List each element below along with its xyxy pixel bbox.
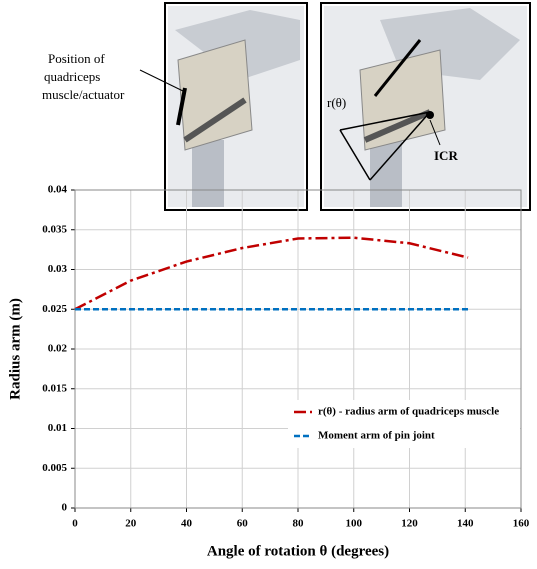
photo-left xyxy=(165,3,307,210)
legend-label: Moment arm of pin joint xyxy=(318,430,435,442)
y-tick-label: 0 xyxy=(62,502,68,514)
annotation: ICR xyxy=(434,148,458,163)
legend-label: r(θ) - radius arm of quadriceps muscle xyxy=(318,406,499,418)
x-tick-label: 20 xyxy=(125,518,137,530)
annotation: Position of xyxy=(48,51,105,66)
x-tick-label: 80 xyxy=(293,518,305,530)
x-tick-label: 60 xyxy=(237,518,249,530)
annotation: muscle/actuator xyxy=(42,87,125,102)
x-tick-label: 100 xyxy=(346,518,363,530)
annotation: r(θ) xyxy=(327,95,346,110)
x-tick-label: 40 xyxy=(181,518,193,530)
photo-right xyxy=(321,3,530,210)
y-tick-label: 0.005 xyxy=(42,462,67,474)
figure: Position of quadriceps muscle/actuator r… xyxy=(0,0,537,569)
annotation: quadriceps xyxy=(44,69,100,84)
y-axis-label: Radius arm (m) xyxy=(7,298,23,400)
y-tick-label: 0.015 xyxy=(42,382,67,394)
y-tick-label: 0.03 xyxy=(48,263,68,275)
x-tick-label: 160 xyxy=(513,518,530,530)
x-tick-label: 120 xyxy=(401,518,418,530)
y-tick-label: 0.02 xyxy=(48,343,68,355)
y-tick-label: 0.04 xyxy=(48,184,68,196)
x-tick-label: 0 xyxy=(72,518,78,530)
y-tick-label: 0.01 xyxy=(48,422,67,434)
x-tick-label: 140 xyxy=(457,518,474,530)
y-tick-label: 0.025 xyxy=(42,303,67,315)
x-axis-label: Angle of rotation θ (degrees) xyxy=(207,543,389,559)
y-tick-label: 0.035 xyxy=(42,223,67,235)
